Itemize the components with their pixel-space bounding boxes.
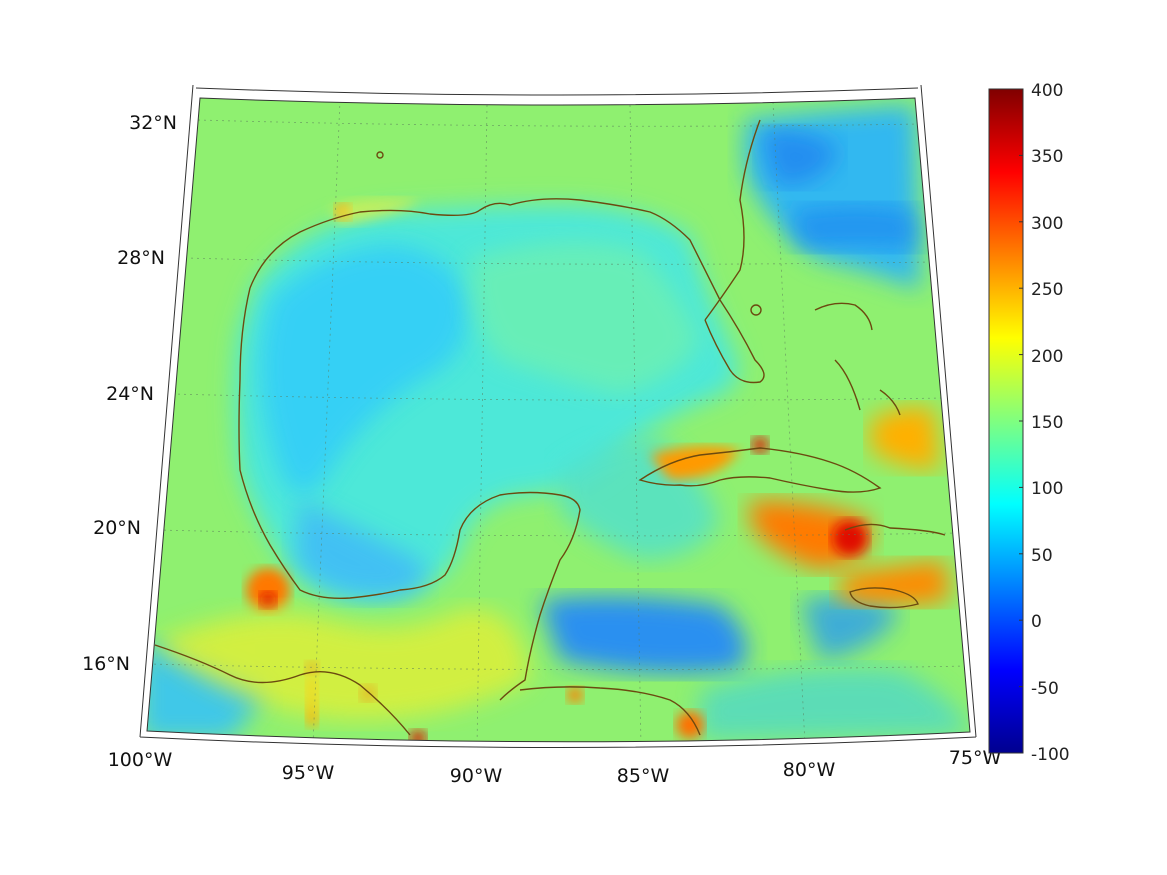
lon-label: 100°W — [108, 749, 173, 771]
colorbar-label: 250 — [1031, 280, 1063, 300]
coastlines — [154, 119, 946, 736]
colorbar-label: 100 — [1031, 479, 1063, 499]
graticule — [147, 99, 969, 742]
colorbar-label: 300 — [1031, 214, 1063, 234]
lon-label: 85°W — [617, 765, 670, 787]
map-frame — [139, 84, 977, 748]
lat-label: 28°N — [117, 247, 165, 269]
colorbar-label: 400 — [1031, 81, 1063, 101]
colorbar-label: 0 — [1031, 612, 1042, 632]
colorbar-gradient — [988, 88, 1024, 754]
colorbar-label: -100 — [1031, 745, 1070, 765]
lon-label: 90°W — [450, 765, 503, 787]
lat-label: 16°N — [82, 653, 130, 675]
colorbar-label: 150 — [1031, 413, 1063, 433]
colorbar: 400 350 300 250 200 150 100 50 0 -50 -10… — [988, 81, 1070, 765]
lat-label: 32°N — [129, 112, 177, 134]
lon-label: 75°W — [949, 747, 1002, 769]
longitude-labels: 100°W 95°W 90°W 85°W 80°W 75°W — [108, 747, 1002, 787]
lat-label: 24°N — [106, 383, 154, 405]
data-field — [147, 98, 970, 742]
colorbar-label: -50 — [1031, 679, 1059, 699]
colorbar-label: 200 — [1031, 347, 1063, 367]
lon-label: 80°W — [783, 759, 836, 781]
lat-label: 20°N — [93, 517, 141, 539]
colorbar-label: 50 — [1031, 546, 1053, 566]
lon-label: 95°W — [282, 762, 335, 784]
latitude-labels: 32°N 28°N 24°N 20°N 16°N — [82, 112, 177, 675]
colorbar-label: 350 — [1031, 147, 1063, 167]
